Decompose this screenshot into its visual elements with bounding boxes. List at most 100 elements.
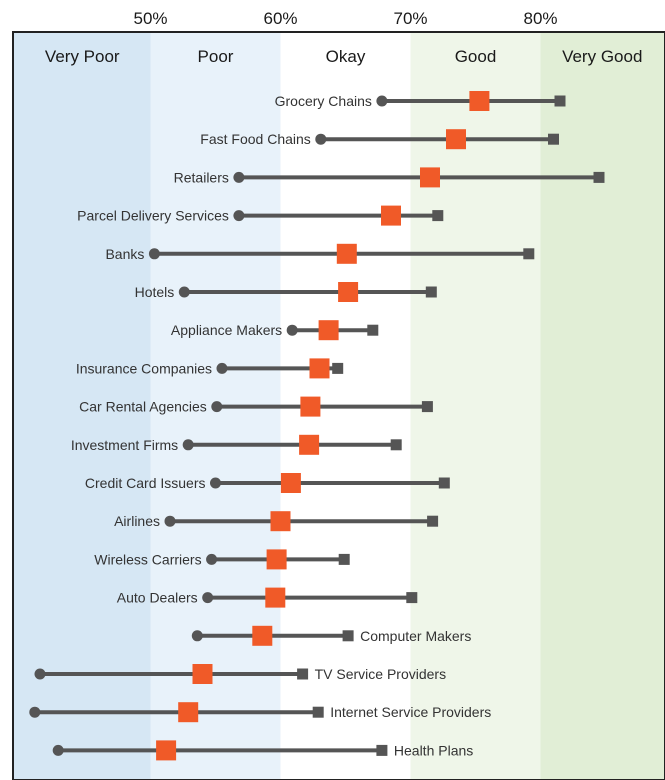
- low-point: [211, 401, 223, 413]
- mean-point: [178, 702, 199, 723]
- high-point: [342, 630, 354, 642]
- mean-point: [469, 91, 490, 111]
- category-label: Parcel Delivery Services: [77, 208, 229, 224]
- row-group: Internet Service Providers: [29, 702, 491, 723]
- x-tick-label: 60%: [263, 9, 297, 28]
- high-point: [367, 324, 379, 336]
- row-group: Grocery Chains: [275, 91, 566, 111]
- band-label: Very Good: [562, 47, 642, 66]
- high-point: [554, 95, 566, 107]
- high-point: [421, 401, 433, 413]
- row-group: Insurance Companies: [76, 358, 344, 379]
- mean-point: [381, 205, 401, 226]
- low-point: [206, 553, 218, 565]
- mean-point: [420, 167, 440, 188]
- high-point: [390, 439, 402, 451]
- category-label: Internet Service Providers: [330, 704, 491, 720]
- x-axis-ticks: 50% 60% 70% 80%: [133, 9, 557, 28]
- category-label: Wireless Carriers: [94, 551, 201, 567]
- mean-point: [270, 511, 291, 532]
- mean-point: [300, 396, 321, 417]
- category-label: Investment Firms: [71, 437, 178, 453]
- x-tick-label: 50%: [133, 9, 167, 28]
- high-point: [548, 133, 559, 145]
- row-group: Auto Dealers: [117, 587, 418, 608]
- row-group: TV Service Providers: [34, 664, 446, 684]
- low-point: [52, 744, 64, 756]
- mean-point: [299, 434, 320, 455]
- band-label: Very Poor: [45, 47, 120, 66]
- low-point: [315, 133, 327, 145]
- category-label: Health Plans: [394, 742, 473, 758]
- band-label: Poor: [198, 47, 234, 66]
- category-label: Retailers: [174, 169, 229, 185]
- row-group: Appliance Makers: [171, 320, 379, 341]
- category-label: Airlines: [114, 513, 160, 529]
- low-point: [233, 210, 245, 222]
- x-tick-label: 70%: [393, 9, 427, 28]
- chart-rows: Grocery Chains Fast Food Chains Retailers P…: [29, 91, 605, 761]
- band-0: [14, 33, 151, 780]
- low-point: [164, 515, 176, 527]
- category-label: Banks: [105, 246, 144, 262]
- row-group: Wireless Carriers: [94, 549, 350, 570]
- band-labels: Very Poor Poor Okay Good Very Good: [45, 47, 642, 66]
- low-point: [233, 171, 245, 183]
- row-group: Investment Firms: [71, 434, 402, 455]
- category-label: Grocery Chains: [275, 93, 372, 109]
- mean-point: [318, 320, 339, 341]
- row-group: Computer Makers: [191, 625, 471, 646]
- plot-frame: [12, 31, 665, 780]
- mean-point: [265, 587, 286, 608]
- row-group: Parcel Delivery Services: [77, 205, 444, 226]
- category-label: Credit Card Issuers: [85, 475, 206, 491]
- mean-point: [338, 282, 359, 302]
- mean-point: [336, 243, 357, 264]
- category-label: Car Rental Agencies: [79, 399, 207, 415]
- x-tick-label: 80%: [523, 9, 557, 28]
- category-label: TV Service Providers: [315, 666, 446, 682]
- mean-point: [309, 358, 330, 379]
- category-label: Fast Food Chains: [200, 131, 311, 147]
- band-label: Good: [455, 47, 497, 66]
- high-point: [432, 210, 444, 222]
- high-point: [438, 477, 450, 489]
- row-group: Airlines: [114, 511, 439, 532]
- high-point: [425, 286, 437, 298]
- row-group: Health Plans: [52, 740, 473, 761]
- low-point: [210, 477, 221, 489]
- high-point: [332, 362, 344, 374]
- low-point: [286, 324, 298, 336]
- row-group: Hotels: [135, 282, 437, 302]
- high-point: [376, 744, 388, 756]
- category-label: Hotels: [135, 284, 175, 300]
- mean-point: [280, 473, 301, 493]
- category-label: Auto Dealers: [117, 590, 198, 606]
- low-point: [216, 362, 228, 374]
- row-group: Fast Food Chains: [200, 129, 559, 150]
- mean-point: [156, 740, 177, 761]
- category-label: Computer Makers: [360, 628, 471, 644]
- low-point: [29, 706, 41, 718]
- mean-point: [446, 129, 466, 150]
- high-point: [593, 171, 605, 183]
- low-point: [34, 668, 46, 680]
- band-label: Okay: [326, 47, 366, 66]
- category-label: Insurance Companies: [76, 360, 212, 376]
- high-point: [406, 592, 418, 604]
- band-4: [540, 33, 664, 780]
- low-point: [182, 439, 194, 451]
- high-point: [338, 553, 350, 565]
- high-point: [523, 248, 535, 260]
- high-point: [312, 706, 324, 718]
- row-group: Car Rental Agencies: [79, 396, 433, 417]
- high-point: [297, 668, 309, 680]
- row-group: Credit Card Issuers: [85, 473, 450, 493]
- row-group: Retailers: [174, 167, 605, 188]
- low-point: [191, 630, 203, 642]
- mean-point: [266, 549, 287, 570]
- mean-point: [252, 625, 273, 646]
- mean-point: [192, 664, 213, 684]
- high-point: [427, 515, 439, 527]
